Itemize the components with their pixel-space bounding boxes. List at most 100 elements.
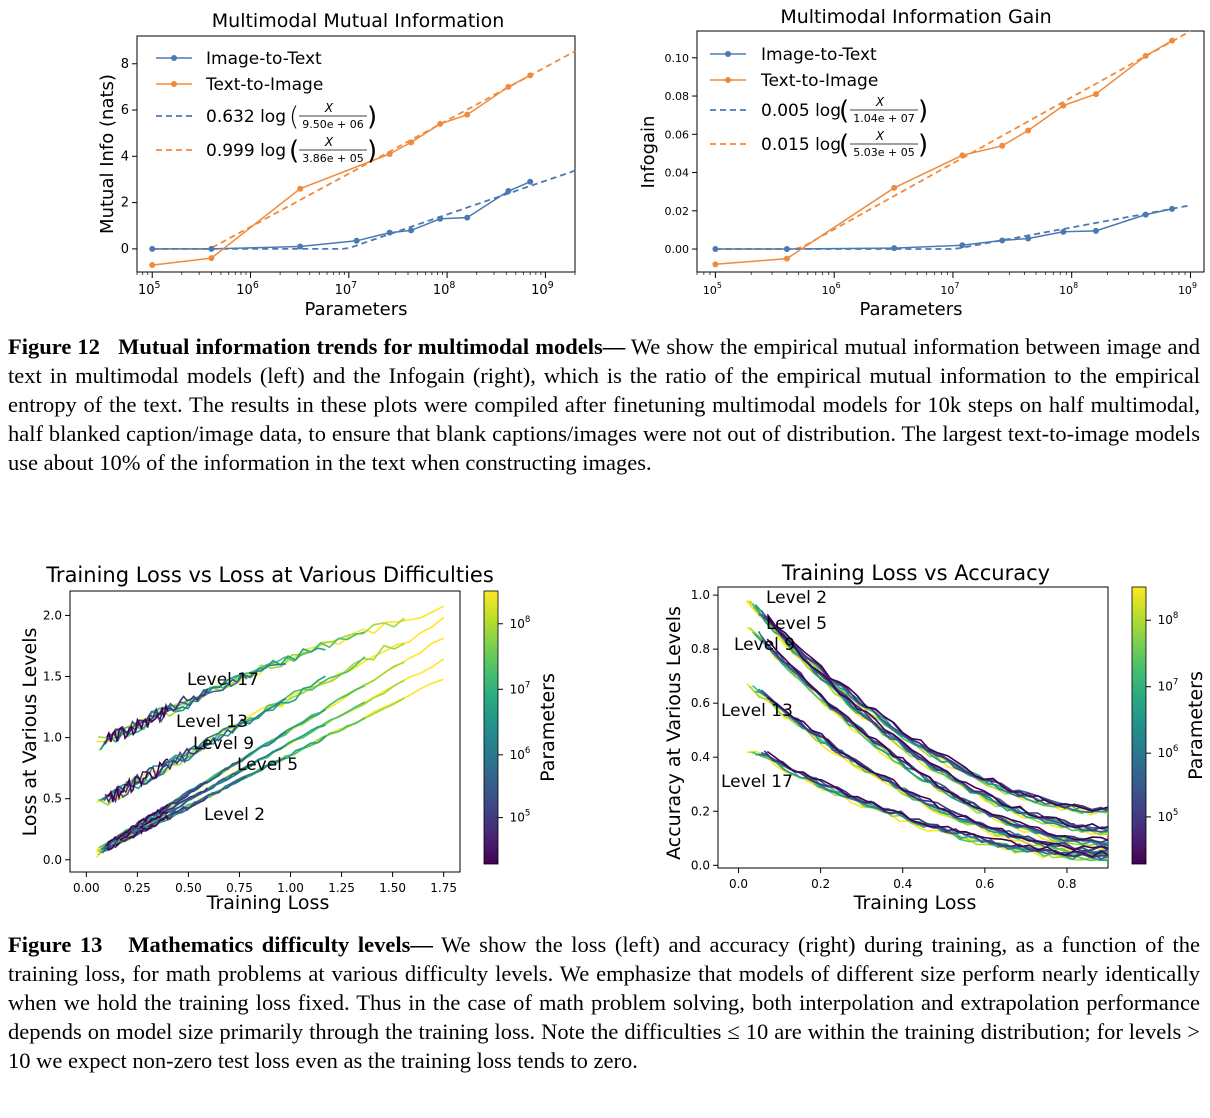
f12l-data-point xyxy=(408,139,415,146)
f13l-curve-level-17 xyxy=(106,702,169,743)
f12l-legend: Image-to-Text Text-to-Image 0.632 log ( … xyxy=(156,49,377,166)
f13r-annotation-5: Level 17 xyxy=(721,772,793,792)
f12l-data-point xyxy=(386,229,393,236)
f12r-legend-fit1-coef: 0.005 log xyxy=(761,101,841,121)
f13l-xtick-label: 0.50 xyxy=(175,881,202,895)
f13l-annotation-5: Level 2 xyxy=(204,805,265,825)
figure12-right-chart: Multimodal Information Gain 0.00 0.02 0.04… xyxy=(638,6,1205,320)
f12l-legend-fit1-coef: 0.632 log xyxy=(206,107,286,127)
f12l-data-point xyxy=(437,120,444,127)
f13l-ytick-label: 2.0 xyxy=(43,608,62,622)
f12l-data-point xyxy=(527,178,534,185)
svg-text:(: ( xyxy=(289,136,299,166)
f13r-curve-level-5 xyxy=(751,603,1108,834)
f12l-data-point xyxy=(297,185,304,192)
f12r-ytick-label: 0.10 xyxy=(665,52,690,65)
f12l-ytick-label: 6 xyxy=(121,103,129,118)
f13r-ytick-label: 1.0 xyxy=(691,588,710,602)
f13l-curve-level-17 xyxy=(104,688,209,745)
f13l-curve-level-13 xyxy=(100,675,326,802)
f13l-xtick-label: 1.00 xyxy=(277,881,304,895)
f13l-annotation-3: Level 9 xyxy=(193,734,254,754)
f13l-ytick-label: 1.0 xyxy=(43,731,62,745)
figure13-caption: Figure 13 Mathematics difficulty levels—… xyxy=(8,930,1200,1075)
f13r-colorbar-label: Parameters xyxy=(1185,671,1207,780)
f12l-fit-line-1 xyxy=(152,169,576,250)
f12l-title: Multimodal Mutual Information xyxy=(212,10,504,32)
f13r-xtick-label: 0.4 xyxy=(893,877,912,891)
f12l-legend-image-to-text: Image-to-Text xyxy=(206,49,322,69)
f13r-ytick-label: 0.0 xyxy=(691,858,710,872)
figure12-caption-text: We show the empirical mutual information… xyxy=(8,334,1200,475)
f12r-legend-fit2-num: X xyxy=(875,129,885,143)
f12r-fit-line-1 xyxy=(715,204,1191,250)
f12r-data-point xyxy=(999,142,1006,149)
f12r-xtick-label: 108 xyxy=(1059,281,1078,297)
f12r-ytick-label: 0.08 xyxy=(665,90,690,103)
f12l-data-point xyxy=(297,243,304,250)
f12l-data-point xyxy=(464,111,471,118)
f13l-ytick-label: 1.5 xyxy=(43,670,62,684)
f12r-data-point xyxy=(1142,52,1149,59)
f13l-ytick-label: 0.0 xyxy=(43,853,62,867)
f12l-data-point xyxy=(386,151,393,157)
f12l-data-point xyxy=(527,72,534,79)
f12r-ylabel: Infogain xyxy=(638,116,659,189)
f12r-data-point xyxy=(999,237,1006,244)
f12r-legend-fit2-coef: 0.015 log xyxy=(761,135,841,155)
svg-text:(: ( xyxy=(839,96,849,126)
f12l-series-line-2 xyxy=(152,74,531,266)
figure12-label: Figure 12 xyxy=(8,334,100,359)
f13r-curve-level-9 xyxy=(766,638,1108,842)
f12r-legend-text-to-image: Text-to-Image xyxy=(760,71,878,91)
svg-text:): ) xyxy=(367,102,377,132)
f13r-ytick-label: 0.6 xyxy=(691,696,710,710)
f12r-ytick-label: 0.00 xyxy=(665,243,690,256)
f13l-colorbar xyxy=(483,590,499,865)
figure12-left-chart: Multimodal Mutual Information 0 2 4 6 8 105 1… xyxy=(97,10,576,320)
figure13-caption-text-3: we expect non-zero test loss even as the… xyxy=(30,1048,638,1073)
figure13-left-chart: Training Loss vs Loss at Various Difficu… xyxy=(19,563,559,914)
f13r-curve-level-2 xyxy=(763,614,1108,812)
f12r-data-point xyxy=(712,246,719,253)
f12l-legend-fit2-den: 3.86e + 05 xyxy=(302,152,363,165)
f12l-legend-text-to-image: Text-to-Image xyxy=(205,75,323,95)
f12l-data-point xyxy=(505,188,512,195)
f13l-xtick-label: 0.00 xyxy=(73,881,100,895)
f13r-curve-level-2 xyxy=(766,613,1108,812)
f13l-annotation-2: Level 13 xyxy=(176,712,248,732)
f12l-data-point xyxy=(464,214,471,221)
f12r-data-point xyxy=(1060,102,1067,109)
f12r-data-point xyxy=(959,152,966,159)
f12r-data-point xyxy=(1092,91,1099,98)
f12l-xtick-label: 106 xyxy=(236,280,259,298)
f12r-ytick-label: 0.04 xyxy=(665,167,690,180)
f12r-xtick-label: 105 xyxy=(703,281,722,297)
f12l-data-point xyxy=(208,255,215,262)
f13r-xtick-label: 0.6 xyxy=(975,877,994,891)
f13r-ylabel: Accuracy at Various Levels xyxy=(663,606,685,860)
svg-text:): ) xyxy=(918,96,928,126)
figure13-label: Figure 13 xyxy=(8,932,103,957)
f13r-curve-level-5 xyxy=(763,616,1108,832)
f12l-ytick-label: 2 xyxy=(121,196,129,211)
f13r-curve-level-5 xyxy=(760,613,1108,833)
svg-text:(: ( xyxy=(839,130,849,160)
f13l-xtick-label: 1.75 xyxy=(430,881,457,895)
f13l-plot-frame xyxy=(69,590,461,873)
f12l-data-point xyxy=(208,245,215,252)
f12r-data-point xyxy=(712,261,719,268)
f13l-colorbar-tick-label: 108 xyxy=(510,615,531,631)
f13r-xlabel: Training Loss xyxy=(853,892,977,914)
f12l-xtick-label: 108 xyxy=(433,280,456,298)
f12l-xtick-label: 109 xyxy=(531,280,554,298)
f12l-legend-fit1-num: X xyxy=(324,101,334,115)
f13r-colorbar-tick-label: 106 xyxy=(1158,744,1179,760)
f12r-data-point xyxy=(783,246,790,253)
f12r-plot-frame xyxy=(696,30,1205,273)
f13l-ytick-label: 0.5 xyxy=(43,792,62,806)
f13r-annotation-4: Level 13 xyxy=(721,701,793,721)
f12l-ytick-label: 0 xyxy=(121,242,129,257)
f13r-xtick-label: 0.0 xyxy=(729,877,748,891)
figure13-caption-le: ≤ 10 xyxy=(727,1019,769,1044)
